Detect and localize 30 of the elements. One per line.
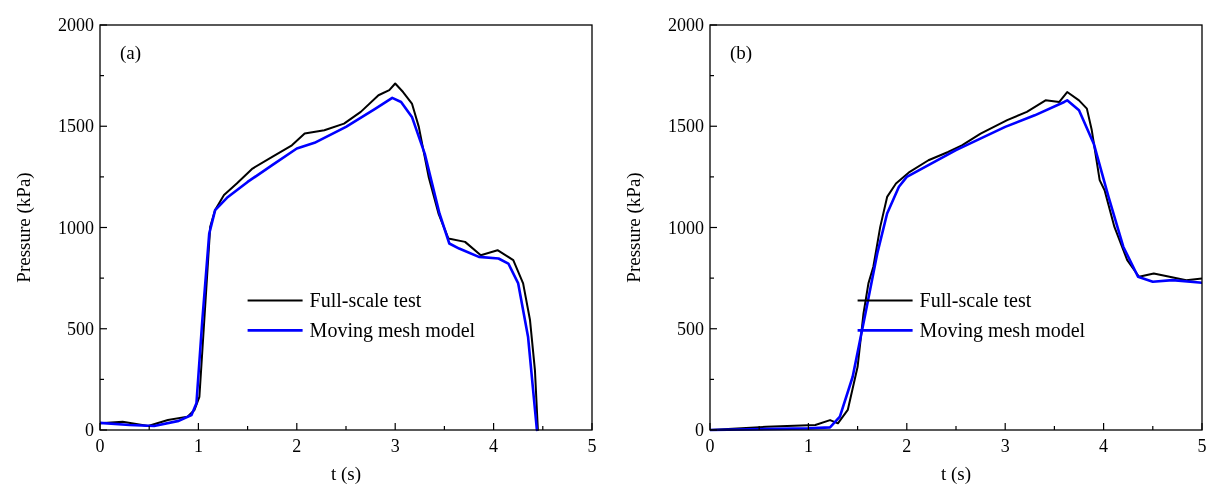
x-tick-label: 1	[193, 436, 203, 456]
x-tick-label: 1	[803, 436, 813, 456]
x-tick-label: 5	[1197, 436, 1207, 456]
y-tick-label: 500	[67, 318, 94, 339]
y-tick-label: 1500	[668, 116, 704, 137]
legend-label: Full-scale test	[919, 289, 1032, 312]
legend-label: Moving mesh model	[919, 319, 1086, 343]
x-tick-label: 4	[489, 436, 499, 456]
x-tick-label: 5	[587, 436, 597, 456]
y-tick-label: 1500	[58, 116, 94, 137]
legend-label: Full-scale test	[309, 289, 422, 312]
x-axis-title: t (s)	[330, 463, 362, 485]
legend-label: Moving mesh model	[309, 319, 476, 343]
y-tick-label: 0	[695, 420, 704, 440]
y-tick-label: 2000	[668, 15, 704, 35]
y-axis-title: Pressure (kPa)	[13, 172, 35, 283]
y-tick-label: 1000	[58, 217, 94, 238]
x-tick-label: 2	[292, 436, 302, 456]
annotation: (a)	[120, 42, 142, 64]
y-tick-label: 1000	[668, 217, 704, 238]
y-tick-label: 2000	[58, 15, 94, 35]
y-axis-title: Pressure (kPa)	[623, 172, 645, 283]
x-tick-label: 2	[902, 436, 912, 456]
x-tick-label: 3	[1000, 436, 1010, 456]
x-tick-label: 4	[1099, 436, 1109, 456]
x-tick-label: 3	[390, 436, 400, 456]
annotation: (b)	[730, 42, 753, 64]
y-tick-label: 0	[85, 420, 94, 440]
y-tick-label: 500	[677, 318, 704, 339]
x-axis-title: t (s)	[940, 463, 972, 485]
